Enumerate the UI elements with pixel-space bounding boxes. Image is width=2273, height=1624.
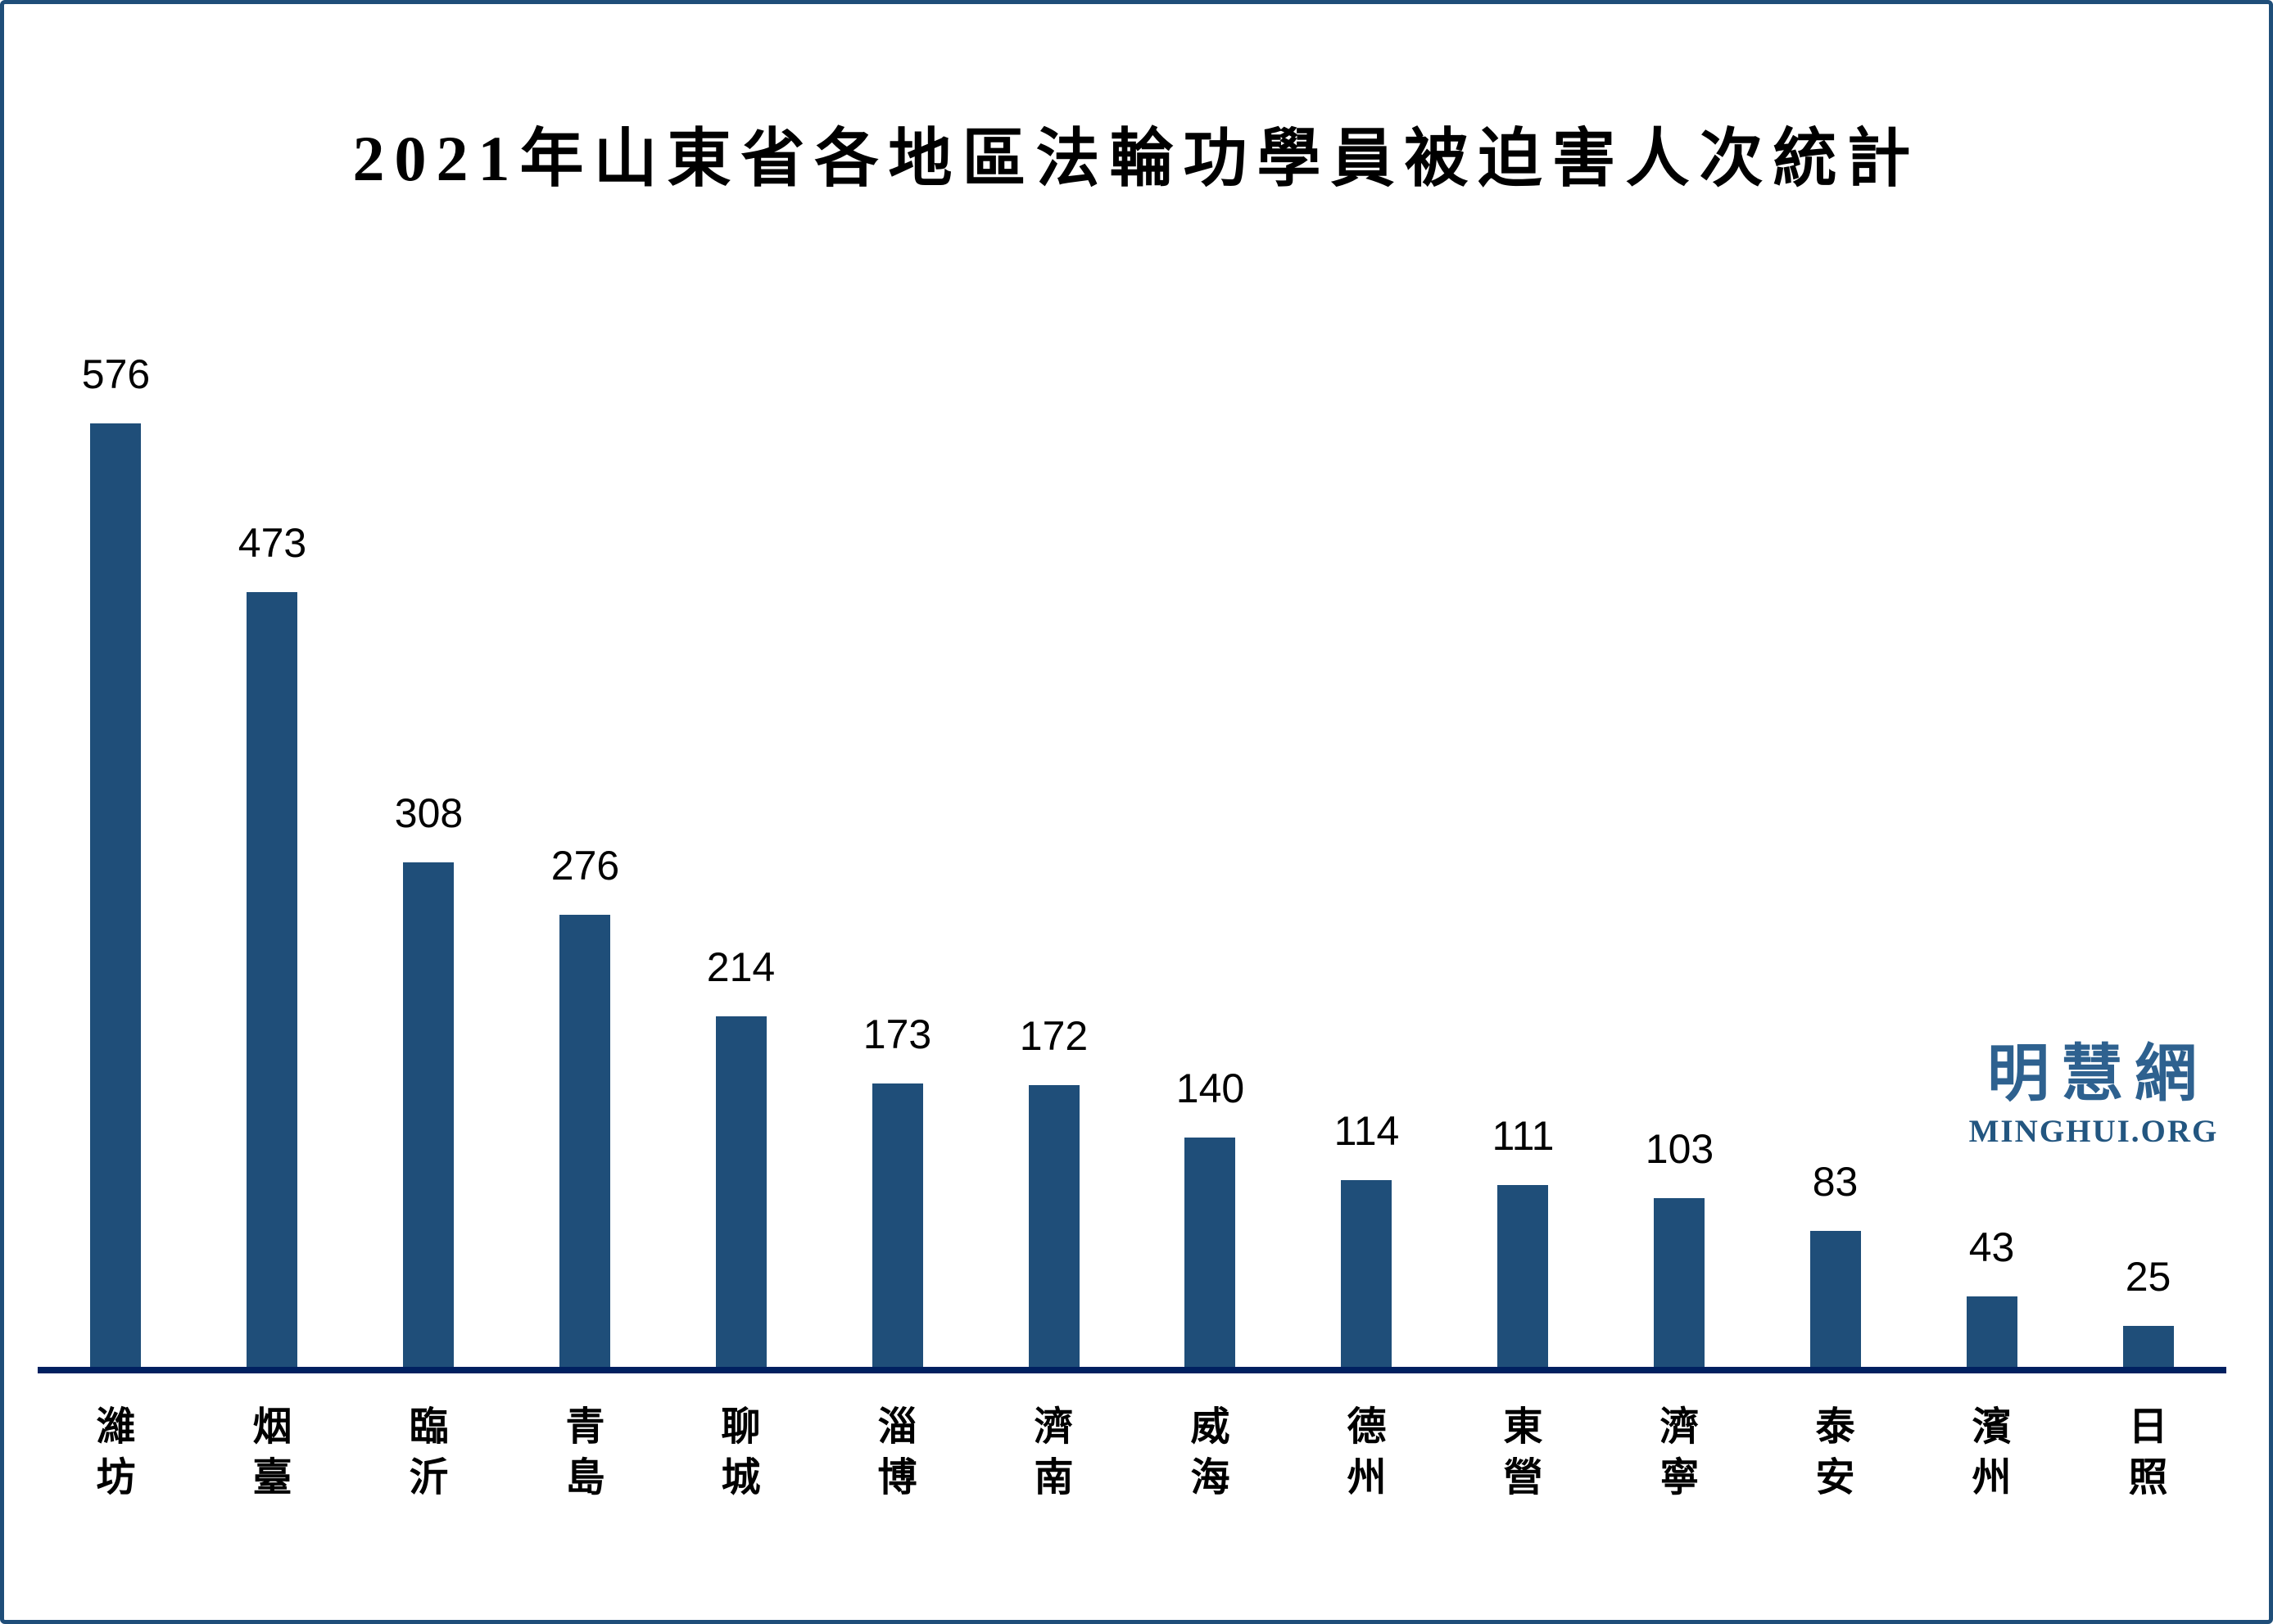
bar-7 — [1029, 1085, 1080, 1367]
x-axis-category-label-13: 濱州 — [1913, 1402, 2070, 1504]
x-axis-category-label-6: 淄博 — [819, 1402, 976, 1504]
category-char: 博 — [877, 1456, 917, 1500]
bar-value-label-13: 43 — [1968, 1224, 2015, 1270]
category-char: 烟 — [252, 1405, 292, 1449]
minghui-logo-latin-text: MINGHUI.ORG — [1968, 1114, 2219, 1149]
chart-title: 2021年山東省各地區法輪功學員被迫害人次統計 — [352, 123, 1921, 194]
category-char: 濟 — [1034, 1405, 1074, 1449]
bar-1 — [90, 423, 141, 1367]
bar-2 — [247, 592, 297, 1367]
category-char: 日 — [2128, 1405, 2168, 1449]
bar-14 — [2123, 1326, 2174, 1367]
x-axis-category-label-3: 臨沂 — [351, 1402, 507, 1504]
category-char: 寧 — [1659, 1456, 1700, 1500]
minghui-logo-cjk-text: 明慧網 — [1987, 1040, 2208, 1109]
bar-6 — [872, 1083, 923, 1367]
category-char: 州 — [1347, 1456, 1387, 1500]
category-char: 德 — [1347, 1405, 1387, 1449]
category-char: 營 — [1503, 1456, 1543, 1500]
category-char: 海 — [1190, 1456, 1230, 1500]
category-char: 州 — [1972, 1456, 2012, 1500]
category-char: 濱 — [1972, 1405, 2012, 1449]
category-char: 青 — [565, 1405, 605, 1449]
bar-value-label-14: 25 — [2125, 1254, 2171, 1300]
bar-value-label-4: 276 — [550, 843, 620, 889]
x-axis-category-label-11: 濟寧 — [1601, 1402, 1758, 1504]
x-axis-category-label-14: 日照 — [2070, 1402, 2226, 1504]
minghui-logo: 明慧網 MINGHUI.ORG — [1964, 1042, 2223, 1150]
x-axis-category-label-10: 東營 — [1445, 1402, 1601, 1504]
bar-12 — [1810, 1231, 1861, 1367]
bar-3 — [403, 862, 454, 1367]
bar-value-label-10: 111 — [1492, 1113, 1555, 1159]
bar-value-label-1: 576 — [81, 351, 151, 397]
bar-value-label-5: 214 — [706, 944, 776, 990]
bar-value-label-8: 140 — [1175, 1065, 1245, 1111]
category-char: 島 — [565, 1456, 605, 1500]
x-axis-category-label-12: 泰安 — [1757, 1402, 1913, 1504]
category-char: 威 — [1190, 1405, 1230, 1449]
category-char: 聊 — [721, 1405, 761, 1449]
category-char: 南 — [1034, 1456, 1074, 1500]
bar-9 — [1341, 1180, 1392, 1367]
bar-13 — [1967, 1296, 2017, 1367]
category-char: 濟 — [1659, 1405, 1700, 1449]
category-char: 安 — [1815, 1456, 1855, 1500]
x-axis-category-label-9: 德州 — [1288, 1402, 1445, 1504]
x-axis-category-label-5: 聊城 — [663, 1402, 819, 1504]
bar-4 — [559, 915, 610, 1367]
x-axis-category-label-4: 青島 — [507, 1402, 663, 1504]
category-char: 淄 — [877, 1405, 917, 1449]
category-char: 照 — [2128, 1456, 2168, 1500]
bar-11 — [1654, 1198, 1705, 1367]
category-char: 濰 — [96, 1405, 136, 1449]
bar-8 — [1184, 1138, 1235, 1367]
category-char: 臺 — [252, 1456, 292, 1500]
bar-value-label-12: 83 — [1812, 1159, 1859, 1205]
bar-value-label-3: 308 — [394, 790, 464, 836]
category-char: 城 — [721, 1456, 761, 1500]
category-char: 東 — [1503, 1405, 1543, 1449]
category-char: 坊 — [96, 1456, 136, 1500]
bar-value-label-6: 173 — [863, 1011, 932, 1057]
category-char: 泰 — [1815, 1405, 1855, 1449]
bar-value-label-2: 473 — [238, 520, 307, 566]
x-axis-line — [38, 1367, 2226, 1373]
bar-value-label-11: 103 — [1645, 1126, 1714, 1172]
bar-value-label-9: 114 — [1333, 1108, 1400, 1154]
category-char: 沂 — [409, 1456, 449, 1500]
x-axis-category-label-1: 濰坊 — [38, 1402, 194, 1504]
bar-10 — [1497, 1185, 1548, 1367]
bar-5 — [716, 1016, 767, 1367]
category-char: 臨 — [409, 1405, 449, 1449]
x-axis-category-label-7: 濟南 — [976, 1402, 1132, 1504]
bar-value-label-7: 172 — [1019, 1013, 1089, 1059]
x-axis-category-label-2: 烟臺 — [194, 1402, 351, 1504]
x-axis-category-label-8: 威海 — [1132, 1402, 1288, 1504]
